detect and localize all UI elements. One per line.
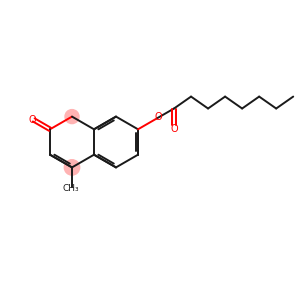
Circle shape <box>65 110 79 124</box>
Text: O: O <box>29 115 37 125</box>
Text: O: O <box>154 112 162 122</box>
Text: O: O <box>170 124 178 134</box>
Circle shape <box>64 160 80 175</box>
Text: CH₃: CH₃ <box>63 184 79 193</box>
